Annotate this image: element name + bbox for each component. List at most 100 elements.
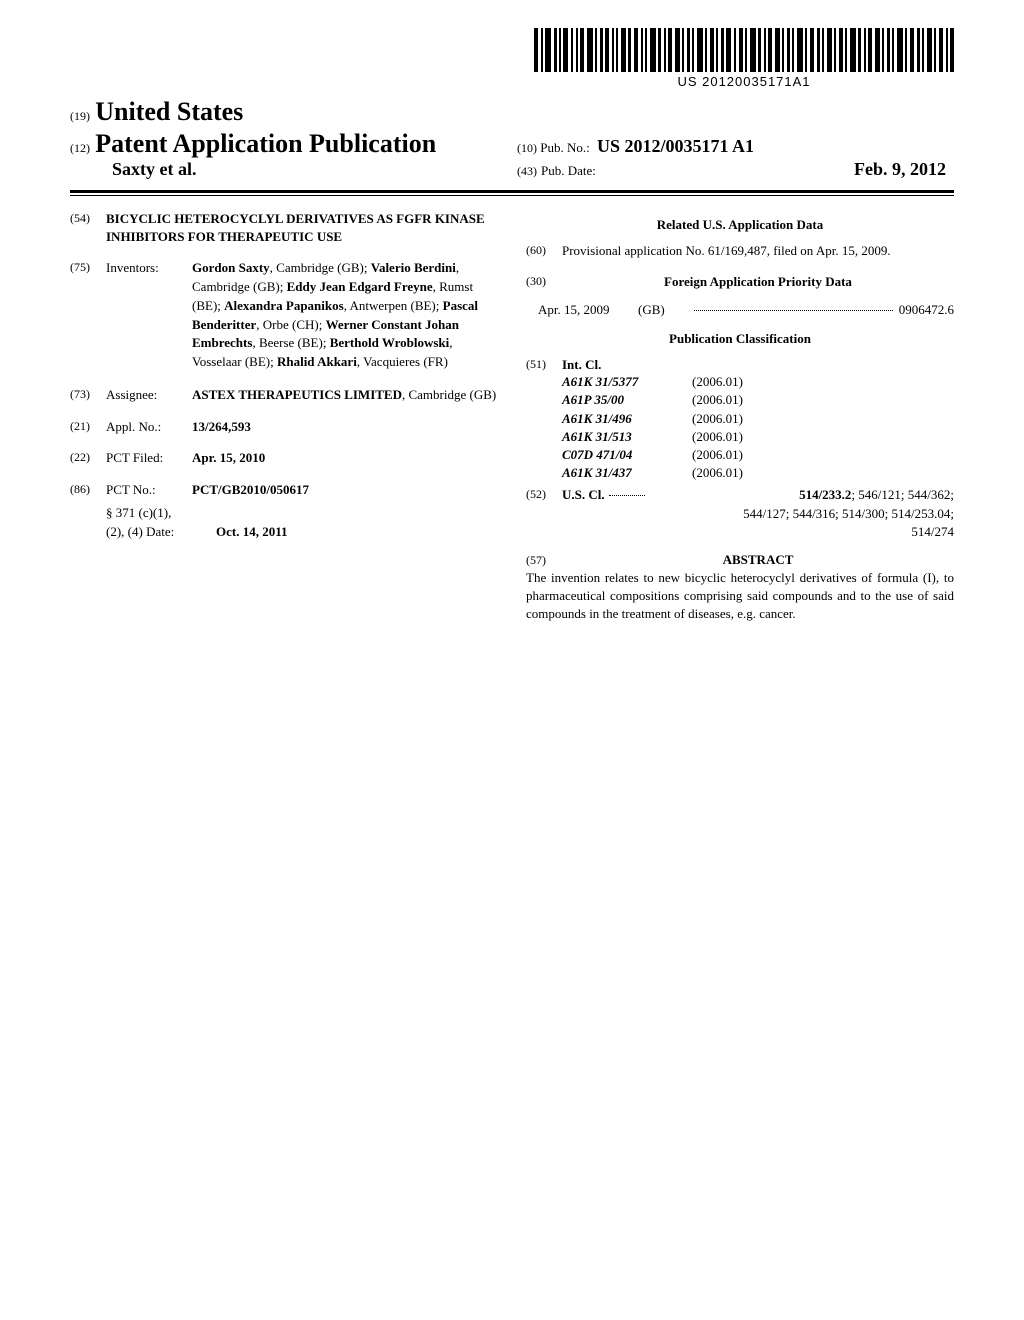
assignee-value: ASTEX THERAPEUTICS LIMITED, Cambridge (G… bbox=[192, 386, 498, 404]
code-73: (73) bbox=[70, 386, 106, 404]
inventor-name: Gordon Saxty bbox=[192, 260, 270, 275]
label-applno: Appl. No.: bbox=[106, 418, 192, 436]
related-heading: Related U.S. Application Data bbox=[526, 216, 954, 234]
intcl-code: A61K 31/513 bbox=[562, 428, 692, 446]
intcl-year: (2006.01) bbox=[692, 410, 743, 428]
field-86: (86) PCT No.: PCT/GB2010/050617 bbox=[70, 481, 498, 499]
priority-date: Apr. 15, 2009 bbox=[538, 301, 638, 319]
code-75: (75) bbox=[70, 259, 106, 372]
provisional-text: Provisional application No. 61/169,487, … bbox=[562, 242, 954, 260]
biblio-columns: (54) BICYCLIC HETEROCYCLYL DERIVATIVES A… bbox=[70, 210, 954, 623]
field-75: (75) Inventors: Gordon Saxty, Cambridge … bbox=[70, 259, 498, 372]
priority-country: (GB) bbox=[638, 301, 688, 319]
inventor-name: Berthold Wroblowski bbox=[330, 335, 450, 350]
section-371: § 371 (c)(1), (2), (4) Date: Oct. 14, 20… bbox=[70, 504, 498, 540]
pct-filed-date: Apr. 15, 2010 bbox=[192, 449, 498, 467]
intcl-row: A61K 31/437(2006.01) bbox=[562, 464, 954, 482]
inventor-location: , Vacquieres (FR) bbox=[357, 354, 448, 369]
code-30: (30) bbox=[526, 273, 562, 291]
inventor-name: Valerio Berdini bbox=[371, 260, 456, 275]
intcl-code: A61K 31/496 bbox=[562, 410, 692, 428]
intcl-row: C07D 471/04(2006.01) bbox=[562, 446, 954, 464]
field-30: (30) Foreign Application Priority Data bbox=[526, 273, 954, 291]
top-region: US 20120035171A1 bbox=[70, 28, 954, 89]
intcl-code: A61P 35/00 bbox=[562, 391, 692, 409]
appl-number: 13/264,593 bbox=[192, 418, 498, 436]
label-pctfiled: PCT Filed: bbox=[106, 449, 192, 467]
right-column: Related U.S. Application Data (60) Provi… bbox=[526, 210, 954, 623]
publication-date: Feb. 9, 2012 bbox=[854, 159, 954, 180]
header-row: (19) United States (12) Patent Applicati… bbox=[70, 97, 954, 186]
assignee-name: ASTEX THERAPEUTICS LIMITED bbox=[192, 387, 402, 402]
intcl-row: A61K 31/496(2006.01) bbox=[562, 410, 954, 428]
code-60: (60) bbox=[526, 242, 562, 260]
s371-line2-value: Oct. 14, 2011 bbox=[216, 523, 288, 541]
inventor-location: , Orbe (CH); bbox=[256, 317, 325, 332]
field-21: (21) Appl. No.: 13/264,593 bbox=[70, 418, 498, 436]
country-name: United States bbox=[95, 97, 243, 126]
pubno-label: Pub. No.: bbox=[540, 140, 589, 155]
label-uscl: U.S. Cl. bbox=[562, 486, 605, 504]
inventor-name: Rhalid Akkari bbox=[277, 354, 357, 369]
inventor-name: Alexandra Papanikos bbox=[224, 298, 344, 313]
uscl-dots bbox=[609, 495, 645, 496]
code-10: (10) bbox=[517, 141, 537, 155]
uscl-line2: 544/127; 544/316; 514/300; 514/253.04; bbox=[562, 505, 954, 523]
field-22: (22) PCT Filed: Apr. 15, 2010 bbox=[70, 449, 498, 467]
priority-number: 0906472.6 bbox=[899, 301, 954, 319]
intcl-row: A61K 31/513(2006.01) bbox=[562, 428, 954, 446]
code-51: (51) bbox=[526, 356, 562, 483]
priority-dots bbox=[694, 310, 893, 311]
abstract-body: The invention relates to new bicyclic he… bbox=[526, 569, 954, 624]
invention-title: BICYCLIC HETEROCYCLYL DERIVATIVES AS FGF… bbox=[106, 210, 498, 245]
label-assignee: Assignee: bbox=[106, 386, 192, 404]
pubclass-heading: Publication Classification bbox=[526, 330, 954, 348]
intcl-year: (2006.01) bbox=[692, 446, 743, 464]
field-57-head: (57) ABSTRACT bbox=[526, 551, 954, 569]
intcl-row: A61P 35/00(2006.01) bbox=[562, 391, 954, 409]
label-pctno: PCT No.: bbox=[106, 481, 192, 499]
intcl-year: (2006.01) bbox=[692, 373, 743, 391]
field-73: (73) Assignee: ASTEX THERAPEUTICS LIMITE… bbox=[70, 386, 498, 404]
field-60: (60) Provisional application No. 61/169,… bbox=[526, 242, 954, 260]
code-43: (43) bbox=[517, 164, 537, 179]
inventor-location: , Antwerpen (BE); bbox=[344, 298, 443, 313]
rule-thick bbox=[70, 190, 954, 193]
publication-number: US 2012/0035171 A1 bbox=[597, 136, 754, 156]
intcl-code: A61K 31/5377 bbox=[562, 373, 692, 391]
barcode-text: US 20120035171A1 bbox=[677, 74, 810, 89]
inventors-value: Gordon Saxty, Cambridge (GB); Valerio Be… bbox=[192, 259, 498, 372]
s371-line2-label: (2), (4) Date: bbox=[106, 523, 216, 541]
priority-row: Apr. 15, 2009 (GB) 0906472.6 bbox=[526, 301, 954, 319]
pubdate-label: Pub. Date: bbox=[541, 163, 596, 179]
rule-thin bbox=[70, 195, 954, 196]
intcl-list: A61K 31/5377(2006.01)A61P 35/00(2006.01)… bbox=[562, 373, 954, 482]
intcl-year: (2006.01) bbox=[692, 464, 743, 482]
field-52: (52) U.S. Cl. 514/233.2; 546/121; 544/36… bbox=[526, 486, 954, 541]
inventor-location: , Beerse (BE); bbox=[252, 335, 329, 350]
barcode-graphic bbox=[534, 28, 954, 72]
intcl-year: (2006.01) bbox=[692, 428, 743, 446]
foreign-priority-heading: Foreign Application Priority Data bbox=[562, 273, 954, 291]
intcl-year: (2006.01) bbox=[692, 391, 743, 409]
header-right: (10) Pub. No.: US 2012/0035171 A1 (43) P… bbox=[507, 136, 954, 180]
intcl-code: A61K 31/437 bbox=[562, 464, 692, 482]
field-51: (51) Int. Cl. A61K 31/5377(2006.01)A61P … bbox=[526, 356, 954, 483]
pct-number: PCT/GB2010/050617 bbox=[192, 481, 498, 499]
uscl-primary: 514/233.2 bbox=[799, 487, 851, 502]
label-inventors: Inventors: bbox=[106, 259, 192, 372]
left-column: (54) BICYCLIC HETEROCYCLYL DERIVATIVES A… bbox=[70, 210, 498, 623]
publication-type: Patent Application Publication bbox=[95, 129, 436, 158]
code-57: (57) bbox=[526, 552, 562, 568]
code-86: (86) bbox=[70, 481, 106, 499]
uscl-line1-rest: ; 546/121; 544/362; bbox=[851, 487, 954, 502]
intcl-code: C07D 471/04 bbox=[562, 446, 692, 464]
label-intcl: Int. Cl. bbox=[562, 356, 954, 374]
field-54: (54) BICYCLIC HETEROCYCLYL DERIVATIVES A… bbox=[70, 210, 498, 245]
code-22: (22) bbox=[70, 449, 106, 467]
code-52: (52) bbox=[526, 486, 562, 541]
header-left: (19) United States (12) Patent Applicati… bbox=[70, 97, 507, 180]
assignee-loc: , Cambridge (GB) bbox=[402, 387, 496, 402]
s371-line1: § 371 (c)(1), bbox=[106, 504, 498, 522]
code-54: (54) bbox=[70, 210, 106, 245]
